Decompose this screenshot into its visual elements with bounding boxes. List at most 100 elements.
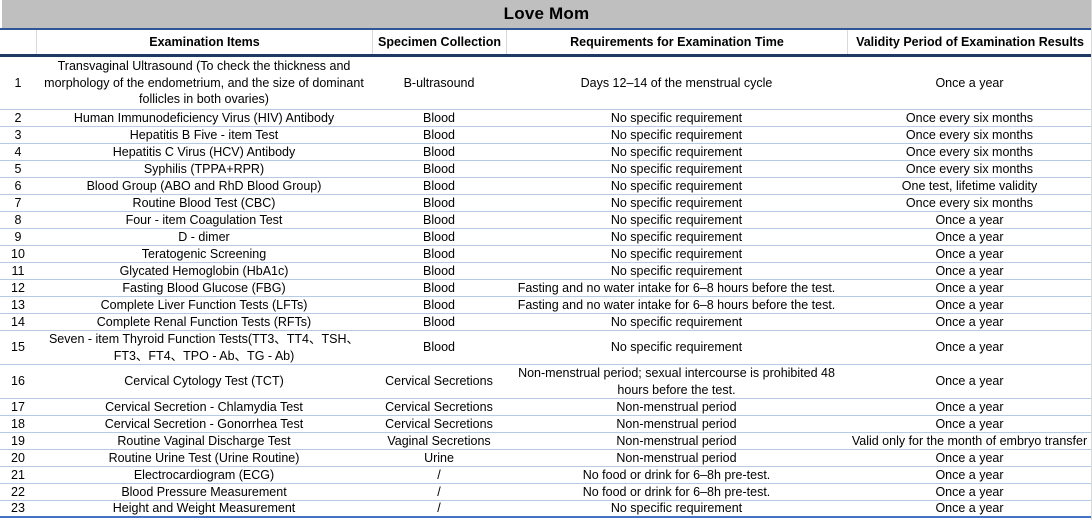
cell-specimen-collection: / — [437, 501, 441, 516]
cell-specimen-collection: Cervical Secretions — [385, 399, 493, 414]
cell-requirement: No specific requirement — [610, 110, 743, 125]
cell-row-number: 21 — [11, 467, 25, 482]
table-header-row: Examination Items Specimen Collection Re… — [0, 30, 1091, 57]
cell-row-number: 15 — [11, 340, 25, 355]
table-row: 11 Glycated Hemoglobin (HbA1c) Blood No … — [0, 263, 1091, 280]
cell-examination-item: Glycated Hemoglobin (HbA1c) — [119, 263, 289, 278]
cell-validity-period: Once every six months — [905, 127, 1034, 142]
header-cell-specimen-collection: Specimen Collection — [372, 30, 506, 54]
cell-examination-item: Hepatitis B Five - item Test — [129, 127, 279, 142]
cell-requirement: No specific requirement — [610, 195, 743, 210]
cell-validity-period: Once a year — [935, 75, 1004, 90]
cell-examination-item: Syphilis (TPPA+RPR) — [143, 161, 265, 176]
table-row: 1 Transvaginal Ultrasound (To check the … — [0, 57, 1091, 110]
cell-specimen-collection: Cervical Secretions — [385, 416, 493, 431]
cell-examination-item: Height and Weight Measurement — [112, 501, 296, 516]
table-row: 5 Syphilis (TPPA+RPR) Blood No specific … — [0, 161, 1091, 178]
table-row: 22 Blood Pressure Measurement / No food … — [0, 484, 1091, 501]
cell-row-number: 2 — [14, 110, 22, 125]
cell-specimen-collection: B-ultrasound — [403, 75, 475, 90]
cell-validity-period: Once a year — [935, 297, 1004, 312]
cell-examination-item: Fasting Blood Glucose (FBG) — [122, 280, 286, 295]
cell-requirement: No specific requirement — [610, 246, 743, 261]
header-cell-examination-items: Examination Items — [36, 30, 372, 54]
cell-specimen-collection: Blood — [423, 229, 455, 244]
cell-row-number: 22 — [11, 484, 25, 499]
cell-requirement: No specific requirement — [610, 127, 743, 142]
cell-examination-item: Electrocardiogram (ECG) — [133, 467, 275, 482]
cell-specimen-collection: Blood — [423, 314, 455, 329]
cell-examination-item: Teratogenic Screening — [141, 246, 267, 261]
cell-requirement: Non-menstrual period — [616, 433, 737, 448]
cell-validity-period: Once a year — [935, 246, 1004, 261]
table-row: 12 Fasting Blood Glucose (FBG) Blood Fas… — [0, 280, 1091, 297]
cell-row-number: 3 — [14, 127, 22, 142]
cell-validity-period: Once every six months — [905, 110, 1034, 125]
cell-specimen-collection: Blood — [423, 212, 455, 227]
cell-examination-item: Routine Blood Test (CBC) — [132, 195, 276, 210]
header-cell-validity-period: Validity Period of Examination Results — [847, 30, 1091, 54]
table-row: 18 Cervical Secretion - Gonorrhea Test C… — [0, 416, 1091, 433]
cell-examination-item: Blood Group (ABO and RhD Blood Group) — [86, 178, 322, 193]
table-row: 21 Electrocardiogram (ECG) / No food or … — [0, 467, 1091, 484]
cell-specimen-collection: Vaginal Secretions — [387, 433, 491, 448]
cell-requirement: No specific requirement — [610, 212, 743, 227]
cell-validity-period: Once a year — [935, 484, 1004, 499]
table-row: 20 Routine Urine Test (Urine Routine) Ur… — [0, 450, 1091, 467]
cell-requirement: Fasting and no water intake for 6–8 hour… — [517, 297, 836, 312]
table-row: 6 Blood Group (ABO and RhD Blood Group) … — [0, 178, 1091, 195]
cell-requirement: Non-menstrual period — [616, 416, 737, 431]
cell-examination-item: Cervical Secretion - Gonorrhea Test — [104, 416, 304, 431]
cell-row-number: 12 — [11, 280, 25, 295]
table-row: 16 Cervical Cytology Test (TCT) Cervical… — [0, 365, 1091, 399]
cell-validity-period: Once a year — [935, 374, 1004, 389]
table-row: 2 Human Immunodeficiency Virus (HIV) Ant… — [0, 110, 1091, 127]
cell-row-number: 9 — [14, 229, 22, 244]
cell-validity-period: Valid only for the month of embryo trans… — [851, 433, 1088, 448]
cell-validity-period: Once a year — [935, 229, 1004, 244]
cell-validity-period: One test, lifetime validity — [901, 178, 1038, 193]
cell-row-number: 23 — [11, 501, 25, 516]
cell-row-number: 7 — [14, 195, 22, 210]
cell-examination-item: Blood Pressure Measurement — [121, 484, 287, 499]
cell-examination-item: Seven - item Thyroid Function Tests(TT3、… — [48, 332, 360, 363]
cell-examination-item: Four - item Coagulation Test — [125, 212, 283, 227]
table-row: 3 Hepatitis B Five - item Test Blood No … — [0, 127, 1091, 144]
cell-requirement: No food or drink for 6–8h pre-test. — [582, 484, 771, 499]
cell-requirement: Non-menstrual period; sexual intercourse… — [518, 366, 835, 397]
cell-validity-period: Once a year — [935, 450, 1004, 465]
cell-row-number: 19 — [11, 433, 25, 448]
cell-specimen-collection: / — [437, 467, 441, 482]
table-title: Love Mom — [503, 4, 590, 23]
cell-requirement: No food or drink for 6–8h pre-test. — [582, 467, 771, 482]
cell-row-number: 18 — [11, 416, 25, 431]
cell-specimen-collection: Urine — [424, 450, 454, 465]
cell-row-number: 11 — [11, 263, 25, 278]
cell-specimen-collection: Blood — [423, 110, 455, 125]
cell-examination-item: Routine Vaginal Discharge Test — [117, 433, 291, 448]
cell-examination-item: Cervical Cytology Test (TCT) — [124, 374, 284, 389]
cell-requirement: No specific requirement — [610, 161, 743, 176]
cell-row-number: 1 — [14, 75, 22, 90]
table-row: 9 D - dimer Blood No specific requiremen… — [0, 229, 1091, 246]
cell-examination-item: Human Immunodeficiency Virus (HIV) Antib… — [73, 110, 335, 125]
cell-validity-period: Once every six months — [905, 195, 1034, 210]
cell-row-number: 16 — [11, 374, 25, 389]
cell-examination-item: Hepatitis C Virus (HCV) Antibody — [112, 144, 296, 159]
cell-row-number: 13 — [11, 297, 25, 312]
cell-examination-item: D - dimer — [178, 229, 230, 244]
cell-validity-period: Once a year — [935, 314, 1004, 329]
cell-row-number: 14 — [11, 314, 25, 329]
table-row: 13 Complete Liver Function Tests (LFTs) … — [0, 297, 1091, 314]
header-cell-requirements: Requirements for Examination Time — [506, 30, 847, 54]
table-body: 1 Transvaginal Ultrasound (To check the … — [0, 57, 1091, 518]
cell-validity-period: Once a year — [935, 501, 1004, 516]
cell-examination-item: Transvaginal Ultrasound (To check the th… — [44, 59, 364, 107]
cell-validity-period: Once a year — [935, 416, 1004, 431]
cell-validity-period: Once a year — [935, 340, 1004, 355]
cell-requirement: Fasting and no water intake for 6–8 hour… — [517, 280, 836, 295]
cell-requirement: No specific requirement — [610, 229, 743, 244]
cell-validity-period: Once every six months — [905, 144, 1034, 159]
table-row: 4 Hepatitis C Virus (HCV) Antibody Blood… — [0, 144, 1091, 161]
